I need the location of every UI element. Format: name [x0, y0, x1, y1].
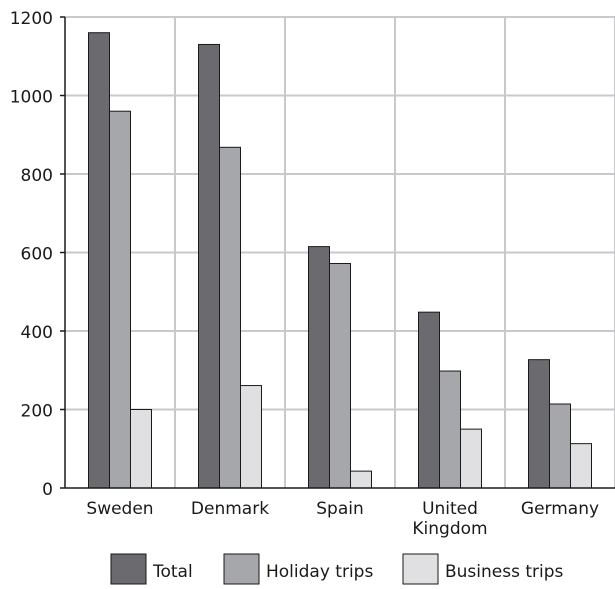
- x-tick-labels: Sweden Denmark Spain United Kingdom Germany: [86, 499, 599, 539]
- legend-label: Total: [152, 562, 193, 582]
- legend-label: Holiday trips: [266, 562, 373, 582]
- legend-label: Business trips: [445, 562, 564, 582]
- y-tick-label: 600: [21, 245, 53, 265]
- x-tick-label-line: Germany: [521, 499, 599, 519]
- legend-item-holiday-trips: Holiday trips: [223, 553, 373, 585]
- bar-business-trips-united-kingdom: [460, 428, 482, 489]
- bars: [88, 32, 592, 489]
- bar-total-denmark: [198, 43, 220, 489]
- y-tick-labels: 0 200 400 600 800 1000 1200: [10, 9, 53, 500]
- x-tick-label-line: United: [422, 499, 478, 519]
- x-tick-label: Denmark: [191, 499, 269, 519]
- bar-total-united-kingdom: [418, 311, 440, 489]
- legend-swatch: [402, 553, 439, 585]
- bar-business-trips-sweden: [130, 409, 152, 489]
- bar-business-trips-germany: [570, 443, 592, 489]
- bar-holiday-trips-denmark: [219, 146, 241, 489]
- bar-total-sweden: [88, 32, 110, 489]
- legend-swatch: [223, 553, 260, 585]
- bar-business-trips-spain: [350, 470, 372, 489]
- bar-total-spain: [308, 246, 330, 489]
- legend-item-total: Total: [110, 553, 193, 585]
- y-tick-label: 400: [21, 323, 53, 343]
- y-tick-label: 1200: [10, 9, 53, 29]
- x-tick-label-line: Sweden: [86, 499, 153, 519]
- x-tick-label: Sweden: [86, 499, 153, 519]
- legend-item-business-trips: Business trips: [402, 553, 564, 585]
- bar-holiday-trips-united-kingdom: [439, 370, 461, 489]
- legend: Total Holiday trips Business trips: [110, 553, 564, 585]
- x-tick-label-line: Kingdom: [412, 519, 487, 539]
- bar-holiday-trips-sweden: [109, 110, 131, 489]
- y-tick-label: 800: [21, 166, 53, 186]
- bar-business-trips-denmark: [240, 385, 262, 489]
- grid-lines: [65, 16, 615, 488]
- y-tick-label: 1000: [10, 88, 53, 108]
- bar-holiday-trips-spain: [329, 262, 351, 489]
- legend-swatch: [110, 553, 147, 585]
- bar-total-germany: [528, 359, 550, 489]
- bar-holiday-trips-germany: [549, 403, 571, 489]
- x-tick-label-line: Denmark: [191, 499, 269, 519]
- axes: [60, 16, 615, 489]
- x-tick-label: Spain: [316, 499, 364, 519]
- y-tick-label: 0: [42, 480, 53, 500]
- x-tick-label-line: Spain: [316, 499, 364, 519]
- x-tick-label: United Kingdom: [412, 499, 487, 539]
- y-tick-label: 200: [21, 402, 53, 422]
- x-tick-label: Germany: [521, 499, 599, 519]
